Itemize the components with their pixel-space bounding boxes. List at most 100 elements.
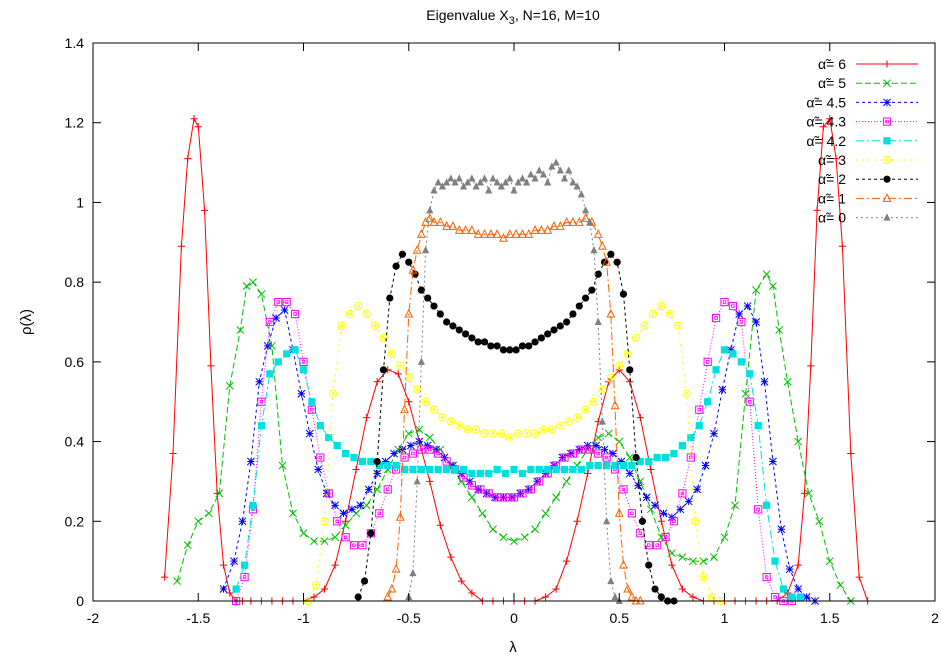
data-point — [563, 318, 571, 326]
data-point — [509, 493, 519, 502]
data-point — [476, 485, 485, 494]
data-point — [505, 433, 514, 442]
legend-item: α̃= 2 — [818, 171, 918, 187]
data-point — [493, 342, 501, 350]
data-point — [468, 174, 476, 182]
data-point — [373, 469, 382, 478]
data-point — [594, 317, 602, 325]
legend-item: α̃= 5 — [818, 75, 918, 91]
data-point — [598, 385, 607, 394]
data-point — [394, 370, 402, 378]
data-point — [426, 465, 434, 474]
legend-label: α̃= 0 — [818, 210, 846, 226]
data-point — [485, 186, 493, 194]
data-point — [352, 465, 360, 474]
data-point — [314, 465, 323, 474]
data-point — [636, 457, 644, 466]
data-point — [429, 405, 439, 414]
data-point — [743, 302, 752, 311]
data-point — [688, 557, 697, 566]
data-point — [726, 345, 735, 354]
data-point — [558, 453, 567, 462]
data-point — [345, 309, 354, 319]
data-point — [794, 561, 802, 569]
data-point — [434, 465, 442, 474]
data-point — [626, 366, 634, 374]
data-point — [516, 489, 525, 498]
data-point — [467, 493, 476, 502]
data-point — [525, 342, 533, 350]
data-point — [333, 517, 342, 526]
data-point — [501, 469, 510, 478]
data-point — [636, 414, 644, 422]
data-point — [282, 297, 291, 307]
data-point — [232, 585, 240, 593]
data-point — [457, 577, 465, 585]
data-point — [581, 206, 590, 214]
data-point — [255, 377, 264, 386]
data-point — [584, 469, 592, 478]
data-point — [406, 441, 415, 450]
data-point — [524, 485, 533, 494]
data-point — [602, 256, 612, 266]
data-point — [631, 595, 641, 605]
data-point — [581, 405, 590, 414]
data-point — [603, 517, 611, 525]
data-point — [703, 357, 712, 366]
data-point — [384, 461, 392, 470]
y-tick-label: 1.4 — [65, 35, 85, 51]
data-point — [768, 457, 777, 466]
y-tick-label: 0.4 — [65, 434, 85, 450]
data-point — [687, 433, 695, 442]
data-point — [678, 585, 686, 593]
series-line — [235, 349, 801, 598]
data-point — [421, 397, 430, 406]
data-point — [436, 310, 444, 318]
series-line — [176, 273, 852, 602]
data-point — [611, 461, 619, 470]
data-point — [297, 389, 306, 398]
x-tick-label: 2 — [931, 610, 939, 626]
x-tick-label: 1.5 — [820, 610, 840, 626]
data-point — [506, 174, 514, 182]
data-point — [693, 485, 702, 494]
legend-label: α̃= 4.3 — [806, 114, 846, 130]
data-point — [468, 334, 476, 342]
data-point — [404, 429, 413, 438]
data-point — [800, 489, 809, 497]
data-point — [651, 585, 659, 593]
series-7 — [383, 213, 645, 605]
data-point — [550, 461, 558, 470]
legend-item: α̃= 4.5 — [806, 94, 918, 110]
y-tick-label: 0.2 — [65, 513, 85, 529]
data-point — [480, 228, 489, 238]
data-point — [690, 517, 700, 526]
data-point — [491, 493, 500, 502]
data-point — [728, 301, 738, 311]
data-point — [573, 517, 581, 525]
data-point — [695, 405, 704, 414]
data-point — [379, 366, 388, 374]
data-point — [586, 218, 594, 226]
data-point — [194, 517, 203, 526]
y-tick-label: 1.2 — [65, 115, 85, 131]
legend: α̃= 6 α̃= 5 α̃= 4.5 α̃= 4.3 α̃= 4.2 α̃= 3 α̃= … — [806, 56, 918, 226]
data-point — [682, 389, 691, 398]
data-point — [511, 228, 521, 238]
data-point — [556, 166, 564, 174]
data-point — [510, 537, 518, 546]
data-point — [552, 465, 560, 474]
data-point — [364, 485, 373, 494]
data-point — [426, 206, 434, 214]
data-point — [249, 278, 257, 287]
data-point — [438, 182, 447, 190]
data-point — [628, 461, 636, 470]
data-point — [455, 326, 463, 334]
data-point — [493, 178, 501, 186]
data-point — [619, 290, 628, 298]
data-point — [316, 453, 325, 462]
data-point — [544, 465, 552, 474]
data-point — [358, 457, 367, 466]
data-point — [400, 465, 409, 474]
data-point — [487, 342, 495, 350]
